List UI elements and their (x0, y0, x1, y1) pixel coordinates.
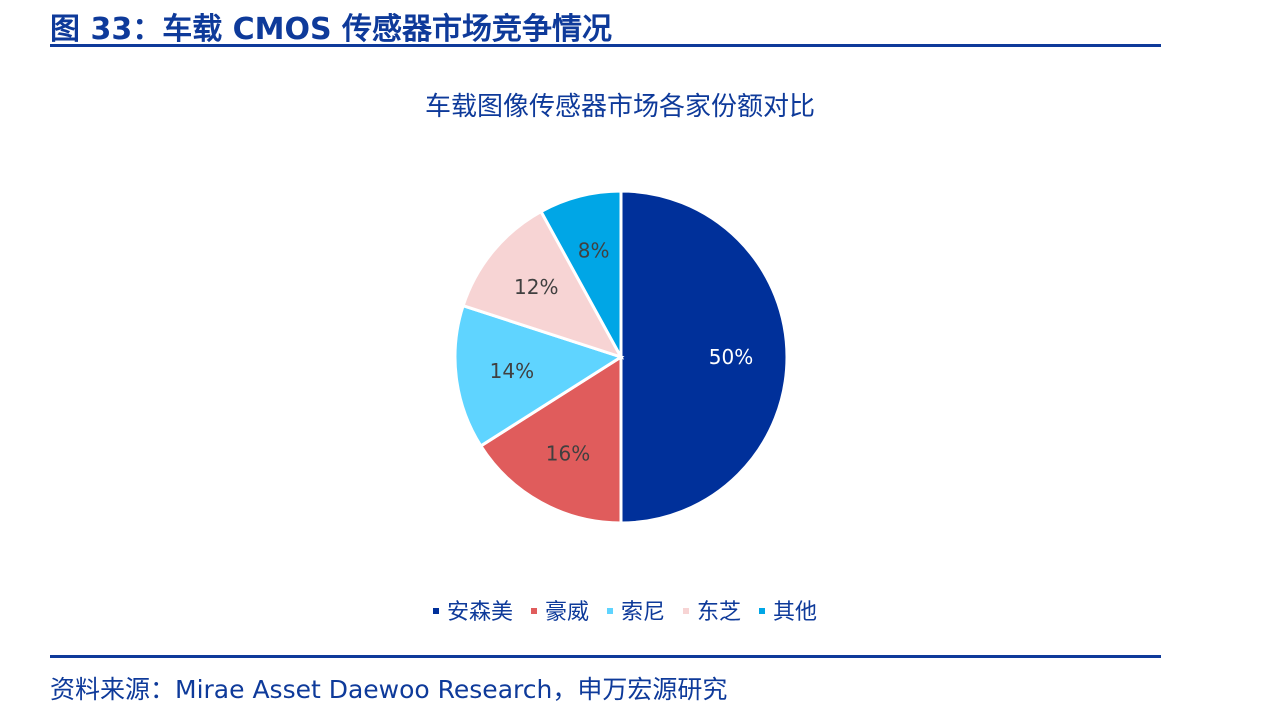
legend-swatch (759, 608, 766, 614)
legend-item-3: 索尼 (606, 594, 665, 626)
legend-label: 其他 (773, 600, 818, 625)
legend-item-1: 安森美 (432, 594, 513, 626)
top-divider (50, 44, 1161, 47)
pie-slice-4 (461, 209, 625, 360)
legend-item-2: 豪威 (530, 594, 589, 626)
chart-legend: 安森美 豪威 索尼 东芝 其他 (0, 594, 1250, 626)
legend-label: 豪威 (544, 600, 589, 625)
data-label-1: 50% (709, 345, 753, 369)
chart-title: 车载图像传感器市场各家份额对比 (424, 92, 815, 122)
pie-slice-1 (619, 189, 789, 525)
legend-item-4: 东芝 (683, 594, 741, 626)
source-note: 资料来源：Mirae Asset Daewoo Research，申万宏源研究 (50, 675, 728, 704)
data-label-3: 14% (490, 359, 534, 383)
legend-label: 东芝 (697, 600, 742, 625)
legend-item-5: 其他 (759, 594, 817, 626)
figure-title: 图 33：车载 CMOS 传感器市场竞争情况 (50, 12, 613, 47)
legend-label: 安森美 (446, 600, 513, 625)
pie-slice-3 (453, 303, 625, 449)
legend-swatch (530, 608, 537, 614)
legend-swatch (683, 608, 689, 614)
legend-label: 索尼 (620, 600, 665, 625)
data-label-5: 8% (578, 238, 610, 262)
data-label-4: 12% (514, 275, 558, 299)
pie-slice-2 (478, 354, 623, 525)
data-label-2: 16% (546, 441, 590, 465)
legend-swatch (432, 608, 439, 614)
pie-slice-5 (538, 189, 623, 358)
legend-swatch (606, 608, 613, 614)
bottom-divider (50, 655, 1161, 658)
